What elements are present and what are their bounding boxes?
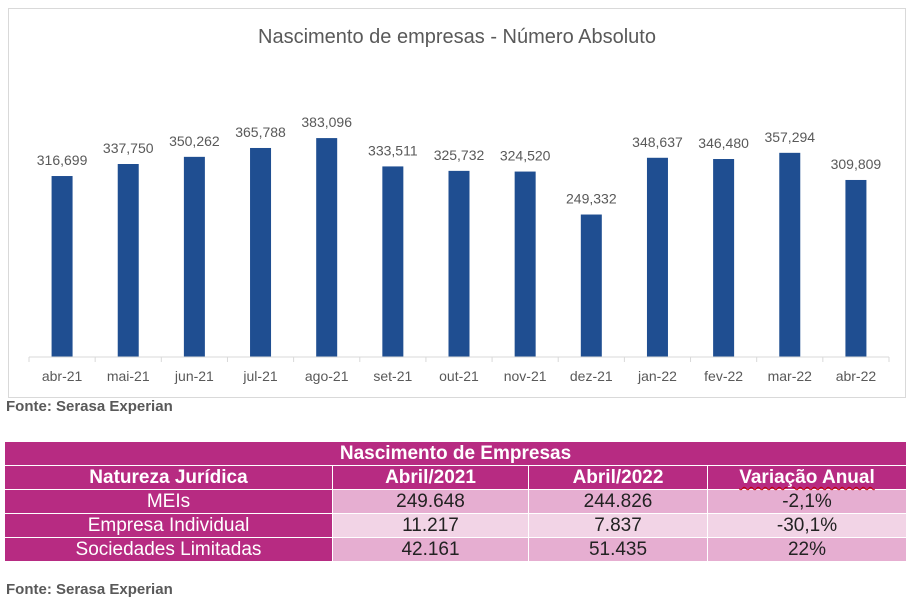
table-title-row: Nascimento de Empresas — [3, 441, 908, 466]
category-label: nov-21 — [504, 368, 547, 384]
category-labels-group: abr-21 mai-21 jun-21 jul-21 ago-21 set-21 out-… — [42, 368, 877, 384]
header-natureza: Natureza Jurídica — [4, 465, 333, 490]
value-label: 333,511 — [368, 142, 418, 158]
bar-abr-22 — [845, 179, 867, 357]
value-label: 325,732 — [434, 147, 485, 163]
value-label: 350,262 — [169, 133, 220, 149]
bar-out-21 — [448, 170, 470, 357]
category-label: jun-21 — [174, 368, 214, 384]
bar-chart: Nascimento de empresas - Número Absoluto… — [28, 26, 890, 384]
bar-abr-21 — [51, 176, 73, 357]
table-row: Empresa Individual 11.217 7.837 -30,1% — [4, 513, 908, 538]
table-cell: 249.648 — [332, 489, 529, 514]
table-cell: 42.161 — [332, 537, 529, 562]
header-variacao: Variação Anual — [706, 465, 908, 490]
category-label: jan-22 — [637, 368, 677, 384]
value-label: 348,637 — [632, 134, 683, 150]
row-label: MEIs — [4, 489, 333, 514]
value-labels-group: 316,699 337,750 350,262 365,788 383,096 333,5… — [37, 114, 882, 206]
category-label: mai-21 — [107, 368, 150, 384]
table-cell: 7.837 — [528, 513, 708, 538]
table-row: MEIs 249.648 244.826 -2,1% — [4, 489, 908, 514]
value-label: 357,294 — [764, 129, 815, 145]
row-label: Sociedades Limitadas — [4, 537, 333, 562]
category-label: ago-21 — [305, 368, 349, 384]
category-label: out-21 — [439, 368, 479, 384]
bars-group — [51, 138, 867, 357]
table-cell: 11.217 — [332, 513, 529, 538]
table-cell: -2,1% — [706, 489, 908, 514]
bar-ago-21 — [316, 138, 338, 357]
bar-jun-21 — [183, 156, 205, 357]
category-label: jul-21 — [242, 368, 277, 384]
chart-source: Fonte: Serasa Experian — [6, 398, 173, 415]
table-source: Fonte: Serasa Experian — [6, 581, 173, 598]
category-label: mar-22 — [768, 368, 813, 384]
value-label: 309,809 — [831, 156, 882, 172]
table-row: Sociedades Limitadas 42.161 51.435 22% — [4, 537, 908, 562]
table-cell: 22% — [706, 537, 908, 562]
row-label: Empresa Individual — [4, 513, 333, 538]
bar-mar-22 — [779, 152, 801, 357]
value-label: 365,788 — [235, 124, 286, 140]
value-label: 249,332 — [566, 191, 617, 207]
bar-mai-21 — [117, 164, 139, 357]
category-label: set-21 — [373, 368, 412, 384]
header-abril-2021: Abril/2021 — [332, 465, 529, 490]
summary-table: Nascimento de Empresas Natureza Jurídica… — [3, 441, 908, 562]
table-title: Nascimento de Empresas — [3, 441, 908, 466]
bar-nov-21 — [514, 171, 536, 357]
x-ticks-group — [28, 357, 890, 362]
chart-container: Nascimento de empresas - Número Absoluto… — [8, 8, 906, 398]
bar-dez-21 — [580, 214, 602, 357]
value-label: 337,750 — [103, 140, 154, 156]
value-label: 316,699 — [37, 152, 88, 168]
category-label: abr-21 — [42, 368, 83, 384]
value-label: 346,480 — [698, 135, 749, 151]
bar-jan-22 — [646, 157, 668, 357]
category-label: fev-22 — [704, 368, 743, 384]
table-cell: -30,1% — [706, 513, 908, 538]
value-label: 324,520 — [500, 148, 551, 164]
category-label: abr-22 — [836, 368, 877, 384]
chart-title: Nascimento de empresas - Número Absoluto — [258, 26, 656, 48]
table-header-row: Natureza Jurídica Abril/2021 Abril/2022 … — [4, 465, 908, 490]
bar-jul-21 — [250, 147, 272, 357]
header-abril-2022: Abril/2022 — [528, 465, 708, 490]
bar-fev-22 — [713, 159, 735, 357]
table-cell: 244.826 — [528, 489, 708, 514]
category-label: dez-21 — [570, 368, 613, 384]
bar-set-21 — [382, 166, 404, 357]
value-label: 383,096 — [301, 114, 352, 130]
table-cell: 51.435 — [528, 537, 708, 562]
